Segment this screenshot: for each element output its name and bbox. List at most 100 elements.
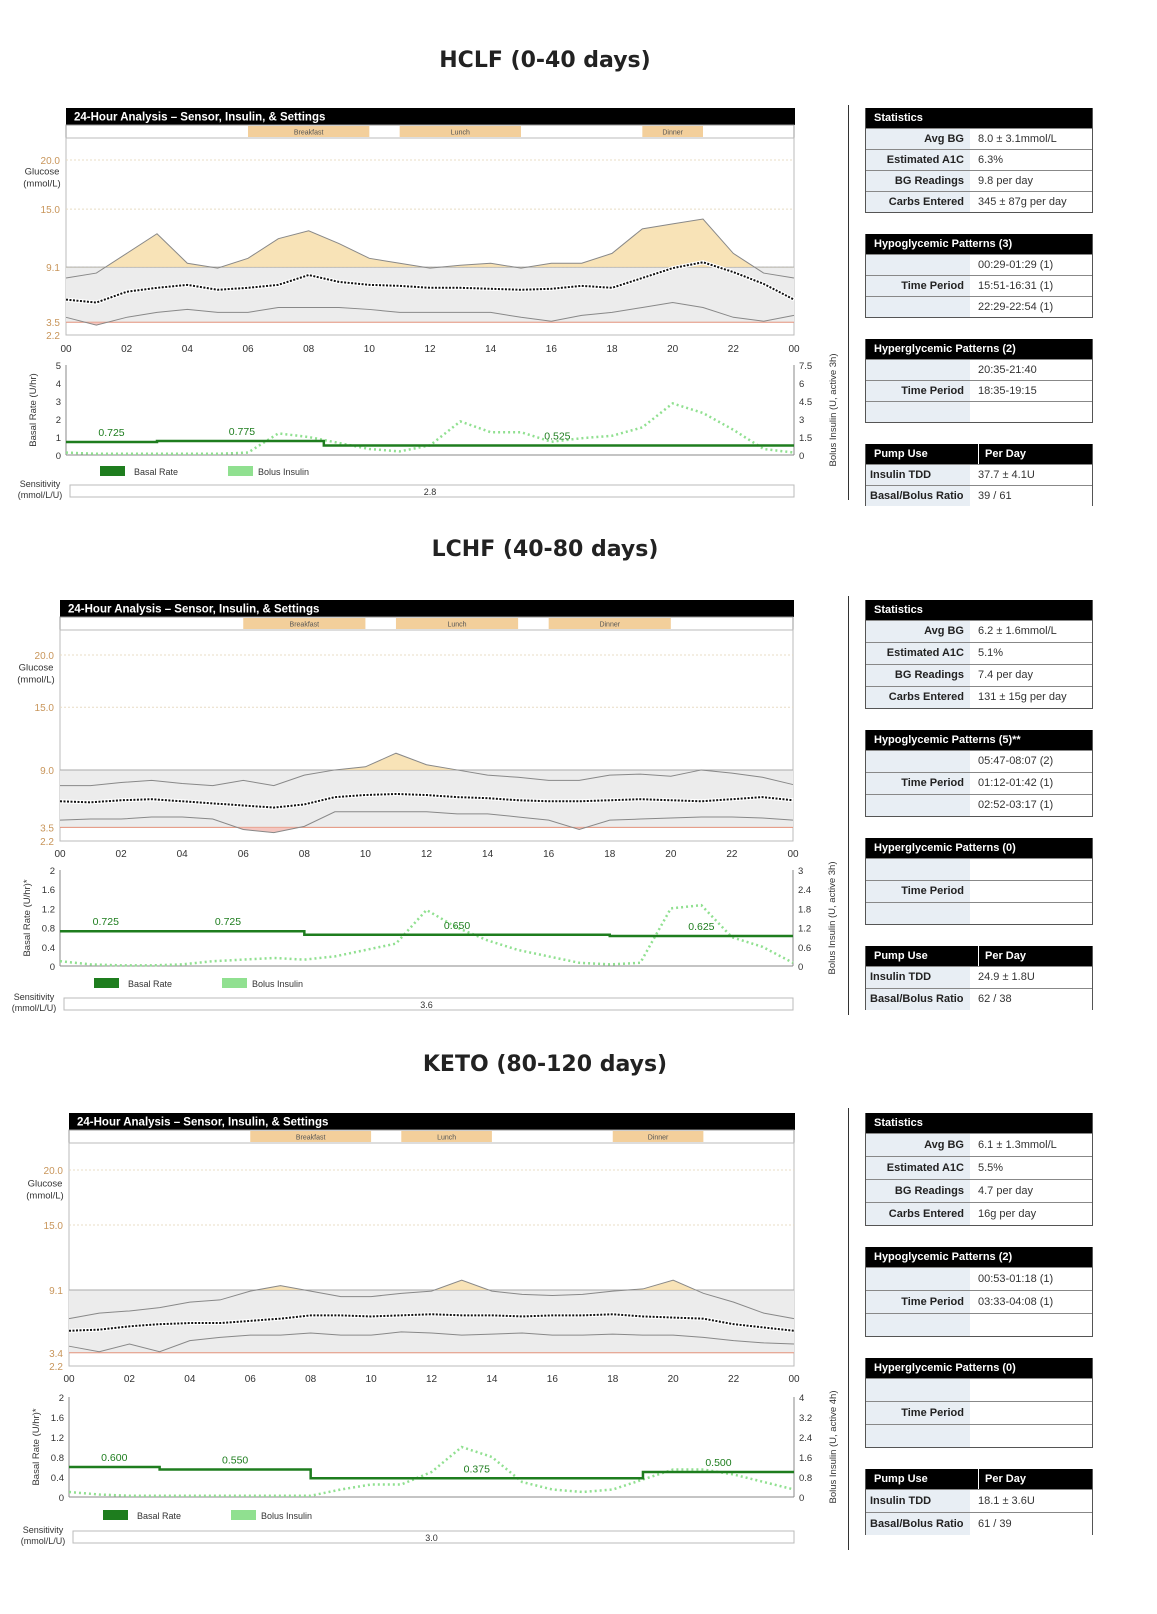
- stat-value: 4.7 per day: [978, 1185, 1034, 1197]
- empty-label: [866, 859, 970, 880]
- hyperglycemic-patterns-table: Hyperglycemic Patterns (2) 20:35-21:40 Tim…: [865, 339, 1093, 423]
- glucose-axis-label: Glucose: [25, 167, 60, 178]
- bolus-tick-label: 2.4: [798, 885, 811, 896]
- glucose-tick-label: 20.0: [41, 156, 61, 167]
- sensitivity-unit: (mmol/L/U): [21, 1536, 66, 1546]
- time-period-value: 18:35-19:15: [978, 385, 1037, 397]
- basal-tick-label: 2: [50, 866, 55, 877]
- time-period-label: Time Period: [866, 773, 970, 794]
- time-period-value: [970, 903, 978, 924]
- bolus-tick-label: 3: [799, 415, 804, 426]
- basal-tick-label: 0: [56, 451, 61, 462]
- empty-label: [866, 751, 970, 772]
- basal-rate-label: 0.525: [544, 431, 570, 443]
- basal-rate-label: 0.775: [229, 426, 255, 438]
- x-tick-label: 04: [177, 849, 189, 860]
- pump-use-header: Pump Use Per Day: [866, 444, 1092, 464]
- x-tick-label: 14: [485, 344, 497, 355]
- stat-value: 6.3%: [978, 154, 1004, 166]
- hyper-title: Hyperglycemic Patterns (0): [874, 1362, 1016, 1374]
- legend-bolus-swatch: [222, 978, 247, 988]
- stats-panel: Statistics Avg BG 6.1 ± 1.3mmol/L Estimated…: [865, 1113, 1093, 1556]
- time-period-row: [866, 1424, 1092, 1447]
- time-period-row: [866, 401, 1092, 422]
- basal-tick-label: 2: [56, 415, 61, 426]
- glucose-lower-trace: [59, 811, 794, 834]
- basal-rate-label: 0.725: [215, 916, 241, 928]
- legend-bolus-label: Bolus Insulin: [261, 1511, 312, 1521]
- meal-bar-breakfast: [248, 126, 370, 137]
- pump-use-header: Pump Use Per Day: [866, 1469, 1092, 1489]
- hypoglycemia-area: [60, 827, 793, 833]
- median-glucose-line: [65, 261, 795, 304]
- hyperglycemic-patterns-table: Hyperglycemic Patterns (0) Time Period: [865, 838, 1093, 925]
- stat-row: Carbs Entered 131 ± 15g per day: [866, 686, 1092, 708]
- time-period-value: 00:29-01:29 (1): [978, 259, 1054, 271]
- time-period-row: Time Period 15:51-16:31 (1): [866, 275, 1092, 296]
- stat-label: Carbs Entered: [866, 192, 970, 212]
- glucose-tick-label: 2.2: [46, 331, 60, 342]
- time-period-label: Time Period: [866, 276, 970, 296]
- x-tick-label: 06: [238, 849, 250, 860]
- chart-title: 24-Hour Analysis – Sensor, Insulin, & Se…: [68, 604, 319, 616]
- basal-rate-label: 0.500: [705, 1457, 731, 1469]
- glucose-tick-label: 9.1: [46, 263, 60, 274]
- stat-value: 7.4 per day: [978, 669, 1034, 681]
- panel-title: LCHF (40-80 days): [431, 537, 659, 562]
- basal-rate-label: 0.725: [98, 427, 124, 439]
- pump-label: Basal/Bolus Ratio: [866, 1513, 970, 1535]
- glucose-tick-label: 9.1: [49, 1286, 63, 1297]
- x-tick-label: 20: [665, 849, 677, 860]
- x-tick-label: 08: [299, 849, 311, 860]
- basal-rate-label: 0.725: [93, 916, 119, 928]
- hypo-header: Hypoglycemic Patterns (3): [866, 234, 1092, 254]
- time-period-row: Time Period: [866, 880, 1092, 902]
- meal-label: Breakfast: [290, 622, 320, 629]
- analysis-chart: 24-Hour Analysis – Sensor, Insulin, & Se…: [21, 1113, 839, 1546]
- bolus-tick-label: 1.2: [798, 924, 811, 935]
- basal-axis-label: Basal Rate (U/hr): [28, 373, 39, 446]
- x-tick-label: 22: [728, 1374, 740, 1385]
- empty-label: [866, 360, 970, 380]
- glucose-axis-unit: (mmol/L): [26, 1191, 63, 1202]
- chart-title: 24-Hour Analysis – Sensor, Insulin, & Se…: [74, 112, 325, 124]
- pump-row: Insulin TDD 24.9 ± 1.8U: [866, 966, 1092, 988]
- time-period-value: [970, 1314, 978, 1336]
- x-tick-label: 10: [366, 1374, 378, 1385]
- bolus-tick-label: 7.5: [799, 361, 812, 372]
- time-period-label: Time Period: [866, 881, 970, 902]
- hyperglycemia-area: [66, 218, 794, 268]
- basal-axis-label: Basal Rate (U/hr)*: [22, 879, 33, 956]
- meal-label: Lunch: [451, 130, 470, 137]
- statistics-header: Statistics: [866, 1113, 1092, 1133]
- analysis-chart: 24-Hour Analysis – Sensor, Insulin, & Se…: [18, 108, 839, 500]
- empty-label: [866, 255, 970, 275]
- meal-bar-lunch: [399, 126, 521, 137]
- time-period-value: 01:12-01:42 (1): [978, 777, 1054, 789]
- time-period-row: [866, 858, 1092, 880]
- bolus-tick-label: 1.6: [799, 1453, 812, 1464]
- chart-header: [60, 600, 794, 617]
- empty-label: [866, 903, 970, 924]
- bolus-tick-label: 3.2: [799, 1413, 812, 1424]
- bolus-tick-label: 1.8: [798, 904, 811, 915]
- time-period-value: [970, 1379, 978, 1401]
- statistics-title: Statistics: [874, 604, 923, 616]
- x-tick-label: 08: [305, 1374, 317, 1385]
- meal-bar-breakfast: [250, 1131, 372, 1142]
- legend-basal-label: Basal Rate: [128, 979, 172, 989]
- statistics-table: Statistics Avg BG 8.0 ± 3.1mmol/L Estimated…: [865, 108, 1093, 213]
- time-period-row: Time Period: [866, 1401, 1092, 1424]
- hyperglycemia-area: [60, 753, 793, 770]
- hyper-header: Hyperglycemic Patterns (2): [866, 339, 1092, 359]
- time-period-row: Time Period 18:35-19:15: [866, 380, 1092, 401]
- stat-row: Avg BG 8.0 ± 3.1mmol/L: [866, 128, 1092, 149]
- statistics-table: Statistics Avg BG 6.2 ± 1.6mmol/L Estimated…: [865, 600, 1093, 709]
- basal-tick-label: 0.4: [51, 1473, 64, 1484]
- x-tick-label: 18: [607, 1374, 619, 1385]
- basal-rate-line: [66, 439, 794, 447]
- glucose-tick-label: 9.0: [40, 766, 54, 777]
- pump-label: Insulin TDD: [866, 465, 970, 485]
- glucose-tick-label: 15.0: [41, 205, 61, 216]
- basal-tick-label: 0.4: [42, 943, 55, 954]
